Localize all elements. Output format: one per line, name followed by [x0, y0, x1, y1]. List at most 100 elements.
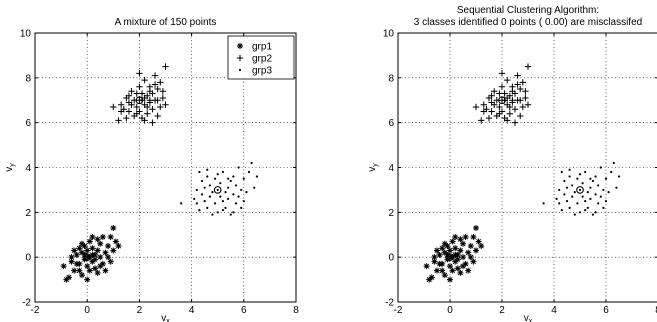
grp3-point: [219, 195, 222, 198]
grp2-point: [162, 63, 169, 70]
grp1-point: [68, 254, 75, 261]
grp1-point: [89, 233, 96, 240]
grp3-point: [568, 168, 571, 171]
grp3-point: [563, 193, 566, 196]
y-tick-label: 0: [25, 253, 31, 264]
grp3-point: [610, 170, 613, 174]
grp2-point: [480, 108, 487, 115]
grp3-point: [206, 168, 209, 171]
legend-marker-grp2: [236, 54, 244, 62]
grp2-point: [488, 92, 495, 99]
grp2-point: [146, 88, 154, 95]
grp1-point: [473, 225, 479, 232]
grp1-point: [94, 247, 101, 254]
grp3-point: [607, 191, 610, 194]
grp3-point: [597, 184, 600, 187]
grp2-point: [123, 114, 130, 122]
grp3-point: [602, 206, 605, 209]
grp1-point: [68, 258, 75, 265]
grp1-point: [452, 245, 459, 252]
y-tick-label: 8: [388, 73, 394, 84]
grp2-point: [157, 103, 164, 111]
grp3-point: [591, 213, 595, 216]
grp3-point: [208, 195, 211, 198]
grp1-point: [447, 254, 453, 261]
grp3-point: [224, 191, 227, 194]
grp3-point: [240, 206, 243, 209]
grp3-point: [242, 200, 245, 203]
grp2-point: [517, 85, 524, 93]
grp3-point: [571, 184, 574, 187]
grp1-point: [423, 263, 430, 270]
grp3-point: [216, 173, 219, 176]
y-tick-label: 6: [25, 118, 31, 129]
grp3-point: [206, 206, 209, 209]
grp1-point: [447, 247, 453, 254]
grp3-point: [180, 202, 183, 205]
grp3-point: [211, 213, 214, 216]
cluster-center-marker: [83, 253, 92, 262]
grp1-point: [436, 260, 443, 267]
grp2-point: [511, 106, 519, 113]
grp2-point: [115, 117, 122, 124]
grp1-point: [97, 263, 104, 270]
grp1-point: [94, 269, 101, 276]
grp3-point: [234, 184, 238, 187]
grp3-point: [216, 211, 219, 214]
grp1-point: [460, 240, 466, 247]
grp2-point: [517, 97, 524, 104]
grp1-point: [107, 233, 114, 240]
grp2-point: [504, 76, 511, 84]
grp2-point: [485, 114, 493, 122]
grp2-point: [141, 117, 148, 124]
grp2-point: [509, 97, 516, 104]
grp3-point: [604, 177, 608, 180]
y-axis-label: vy: [367, 163, 379, 172]
y-tick-label: 0: [388, 253, 394, 264]
grp1-point: [436, 251, 443, 258]
grp1-point: [81, 242, 88, 249]
grp1-point: [449, 238, 456, 245]
cluster-center-marker: [213, 186, 222, 194]
chart-title-line2: 3 classes identified 0 points ( 0.00) ar…: [414, 17, 642, 28]
grp3-point: [232, 211, 235, 214]
y-axis-label-subscript: y: [372, 163, 379, 167]
grp1-point: [457, 269, 464, 276]
grp2-point: [522, 88, 529, 95]
grp3-point: [227, 186, 230, 189]
grp1-point: [426, 276, 433, 283]
grp3-point: [581, 182, 584, 185]
grp2-point: [511, 119, 519, 126]
grp3-point: [565, 200, 569, 203]
legend-label-grp1: grp1: [252, 42, 272, 53]
grp3-point: [604, 200, 608, 203]
legend-label-grp2: grp2: [252, 54, 272, 65]
grp2-point: [154, 85, 161, 93]
grp3-point: [578, 188, 582, 192]
grp3-point: [584, 208, 587, 212]
y-tick-label: 10: [20, 29, 32, 40]
grp1-point: [457, 236, 464, 243]
grp1-point: [452, 251, 459, 258]
grp3-point: [560, 170, 563, 174]
grp1-point: [460, 263, 466, 270]
grp1-point: [92, 265, 99, 272]
grp3-point: [237, 166, 240, 169]
grp2-point: [128, 88, 135, 95]
grp3-point: [203, 186, 206, 189]
grp1-point: [89, 258, 96, 265]
grp2-point: [133, 103, 140, 111]
grp1-point: [99, 260, 106, 267]
grp1-point: [84, 247, 91, 254]
grp1-point: [431, 258, 438, 265]
grp1-point: [434, 247, 440, 254]
grp3-point: [250, 161, 253, 165]
grp2-point: [128, 101, 135, 108]
grp1-point: [110, 247, 117, 254]
grp3-point: [198, 208, 201, 212]
x-axis-label: vx: [524, 313, 533, 322]
grp1-point: [89, 245, 96, 252]
grp1-point: [454, 256, 461, 263]
grp2-point: [125, 108, 133, 115]
y-tick-label: 2: [25, 208, 31, 219]
